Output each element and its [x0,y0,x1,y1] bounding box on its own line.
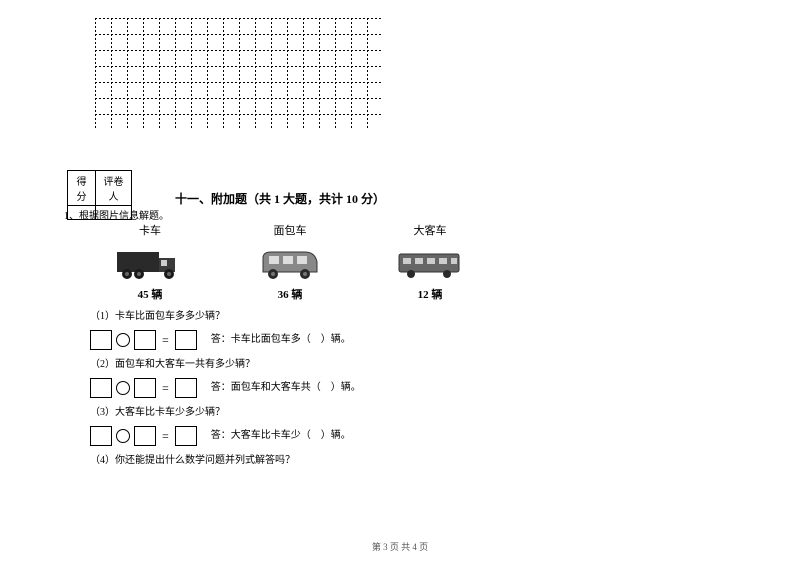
operand-box[interactable] [90,426,112,446]
operand-box[interactable] [134,426,156,446]
sub-text: 卡车比面包车多多少辆？ [115,311,225,322]
question-stem: 1、根据图片信息解题。 [64,207,169,222]
equals-sign: = [160,380,171,397]
reviewer-label: 评卷人 [96,171,132,206]
sub-text: 你还能提出什么数学问题并列式解答吗？ [115,455,295,466]
vehicle-count: 12 辆 [418,286,443,302]
operator-circle[interactable] [116,333,130,347]
section-title: 十一、附加题（共 1 大题，共计 10 分） [175,190,385,207]
vehicle-truck: 卡车 45 辆 [110,222,190,302]
result-box[interactable] [175,378,197,398]
page-footer: 第 3 页 共 4 页 [0,540,800,553]
sub-q-2: （2）面包车和大客车一共有多少辆？ = 答：面包车和大客车共（ ）辆。 [90,358,361,398]
bus-icon [395,244,465,282]
operand-box[interactable] [134,330,156,350]
sub-num: （2） [90,359,115,370]
answer-text: 答：面包车和大客车共（ ）辆。 [211,381,361,395]
result-box[interactable] [175,426,197,446]
operand-box[interactable] [90,330,112,350]
sub-text: 大客车比卡车少多少辆？ [115,407,225,418]
vehicle-bus: 大客车 12 辆 [390,222,470,302]
vehicle-count: 36 辆 [278,286,303,302]
operator-circle[interactable] [116,429,130,443]
sub-num: （3） [90,407,115,418]
sub-q-1: （1）卡车比面包车多多少辆？ = 答：卡车比面包车多（ ）辆。 [90,310,361,350]
vehicle-count: 45 辆 [138,286,163,302]
equals-sign: = [160,332,171,349]
sub-text: 面包车和大客车一共有多少辆？ [115,359,255,370]
sub-num: （1） [90,311,115,322]
equation-row: = 答：卡车比面包车多（ ）辆。 [90,330,361,350]
vehicle-label: 面包车 [274,222,307,238]
result-box[interactable] [175,330,197,350]
operator-circle[interactable] [116,381,130,395]
vehicle-label: 卡车 [139,222,161,238]
equation-row: = 答：大客车比卡车少（ ）辆。 [90,426,361,446]
vehicle-van: 面包车 36 辆 [250,222,330,302]
truck-icon [115,244,185,282]
answer-text: 答：大客车比卡车少（ ）辆。 [211,429,351,443]
equals-sign: = [160,428,171,445]
answer-grid [95,18,383,128]
sub-num: （4） [90,455,115,466]
vehicles-row: 卡车 45 辆 面包车 36 辆 大客车 [110,222,470,302]
operand-box[interactable] [90,378,112,398]
sub-q-3: （3）大客车比卡车少多少辆？ = 答：大客车比卡车少（ ）辆。 [90,406,361,446]
sub-q-4: （4）你还能提出什么数学问题并列式解答吗？ [90,454,361,468]
operand-box[interactable] [134,378,156,398]
vehicle-label: 大客车 [414,222,447,238]
answer-text: 答：卡车比面包车多（ ）辆。 [211,333,351,347]
equation-row: = 答：面包车和大客车共（ ）辆。 [90,378,361,398]
van-icon [255,244,325,282]
sub-questions: （1）卡车比面包车多多少辆？ = 答：卡车比面包车多（ ）辆。 （2）面包车和大… [90,310,361,476]
score-label: 得分 [68,171,96,206]
